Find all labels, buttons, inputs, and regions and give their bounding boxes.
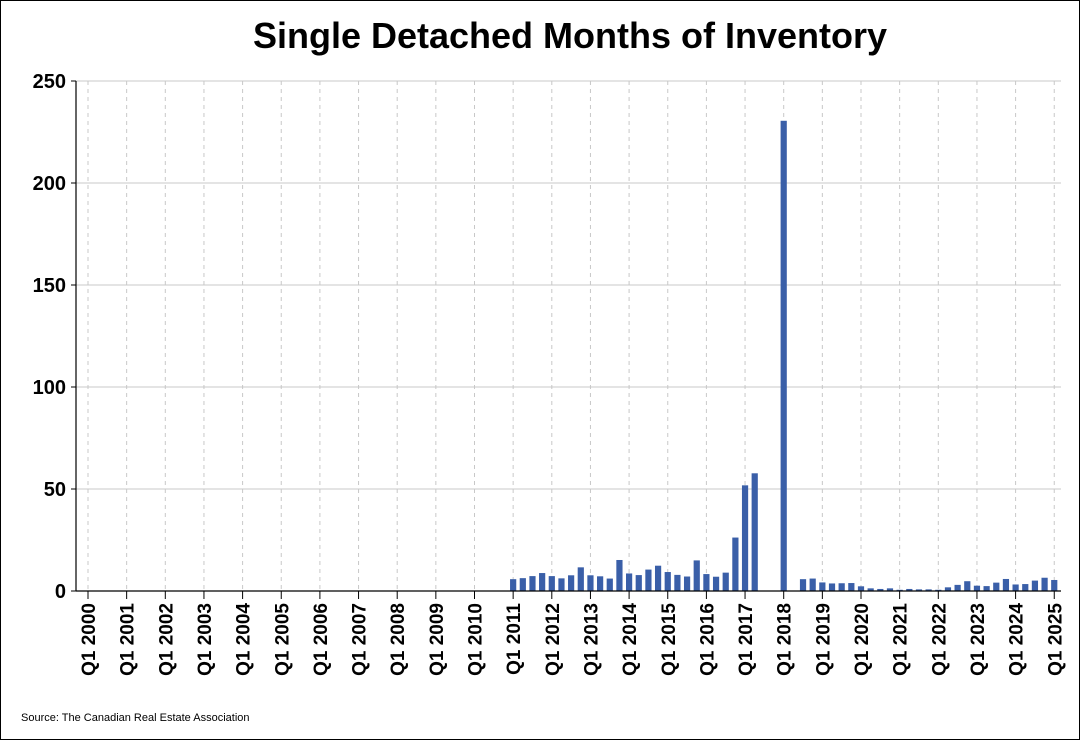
bar	[1022, 584, 1029, 591]
bar	[674, 574, 681, 591]
x-tick-label: Q1 2025	[1045, 603, 1066, 676]
x-tick-label: Q1 2012	[543, 603, 564, 676]
bar	[558, 578, 565, 591]
bar	[587, 575, 594, 591]
x-tick-label: Q1 2011	[504, 603, 525, 675]
bar	[577, 567, 584, 591]
x-tick-label: Q1 2003	[195, 603, 216, 676]
x-tick-label: Q1 2022	[929, 603, 950, 676]
bar	[597, 576, 604, 591]
y-tick-label: 0	[55, 581, 66, 603]
x-tick-label: Q1 2002	[156, 603, 177, 676]
bar	[606, 578, 613, 591]
bar	[954, 584, 961, 591]
bar	[548, 576, 555, 591]
bar	[654, 565, 662, 591]
bar	[741, 485, 749, 591]
y-tick-label: 250	[33, 71, 66, 93]
x-tick-label: Q1 2017	[736, 603, 757, 676]
bar	[809, 578, 816, 591]
bar	[973, 585, 981, 591]
bar	[1002, 578, 1010, 591]
y-tick-label: 100	[33, 377, 66, 399]
x-tick-label: Q1 2005	[272, 603, 293, 676]
bar	[906, 588, 913, 591]
grid-layer	[76, 80, 1061, 592]
bar	[1031, 580, 1039, 591]
bar	[915, 589, 923, 591]
x-tick-label: Q1 2024	[1007, 603, 1028, 676]
bar	[645, 569, 652, 591]
x-tick-label: Q1 2004	[234, 603, 255, 676]
bar	[693, 560, 700, 591]
x-tick-label: Q1 2001	[118, 603, 139, 676]
bar	[780, 120, 787, 591]
bar	[857, 586, 865, 591]
bar	[799, 579, 807, 591]
y-tick-label: 150	[33, 275, 66, 297]
bar	[568, 575, 575, 591]
bar	[819, 582, 826, 591]
bar	[848, 583, 855, 591]
bar	[867, 588, 874, 591]
bar	[1041, 577, 1048, 591]
bar	[993, 582, 1000, 591]
x-tick-label: Q1 2000	[79, 603, 100, 676]
bar	[964, 581, 971, 591]
bar	[944, 587, 952, 591]
bar	[1051, 579, 1058, 591]
x-tick-label: Q1 2023	[968, 603, 989, 676]
bar	[732, 537, 739, 591]
x-tick-label: Q1 2013	[581, 603, 602, 676]
bar	[828, 583, 836, 591]
bar	[896, 589, 903, 591]
axes-layer: 0 50 100 150 200 250 Q1 2000 Q1 2001 Q1 2002 Q1 2…	[33, 71, 1067, 676]
bar	[635, 575, 642, 591]
x-tick-label: Q1 2016	[697, 603, 718, 676]
bar	[539, 573, 546, 591]
bar	[935, 589, 942, 591]
x-tick-label: Q1 2020	[852, 603, 873, 676]
x-tick-label: Q1 2015	[659, 603, 680, 676]
bar	[838, 583, 845, 591]
bar	[529, 576, 536, 591]
x-tick-label: Q1 2010	[466, 603, 487, 676]
chart-title: Single Detached Months of Inventory	[252, 15, 888, 56]
y-tick-label: 200	[33, 173, 66, 195]
x-tick-label: Q1 2006	[311, 603, 332, 676]
bar	[925, 589, 932, 591]
bar	[626, 573, 633, 591]
x-tick-label: Q1 2021	[891, 603, 912, 676]
bars-layer	[510, 120, 1058, 591]
source-note: Source: The Canadian Real Estate Associa…	[21, 712, 250, 724]
bar	[877, 588, 884, 591]
bar	[886, 588, 894, 591]
bar	[703, 574, 710, 591]
x-tick-label: Q1 2007	[350, 603, 371, 676]
y-tick-label: 50	[44, 479, 66, 501]
x-tick-label: Q1 2014	[620, 603, 641, 676]
x-tick-label: Q1 2009	[427, 603, 448, 676]
bar	[683, 576, 691, 591]
x-tick-label: Q1 2008	[388, 603, 409, 676]
x-tick-label: Q1 2019	[813, 603, 834, 676]
bar	[983, 586, 990, 591]
x-tick-label: Q1 2018	[775, 603, 796, 676]
bar	[722, 572, 729, 591]
bar	[510, 579, 517, 591]
bar	[1012, 584, 1019, 591]
bar	[519, 578, 526, 591]
bar	[751, 473, 758, 591]
bar	[664, 572, 671, 591]
bar	[616, 559, 623, 591]
bar	[712, 576, 720, 591]
